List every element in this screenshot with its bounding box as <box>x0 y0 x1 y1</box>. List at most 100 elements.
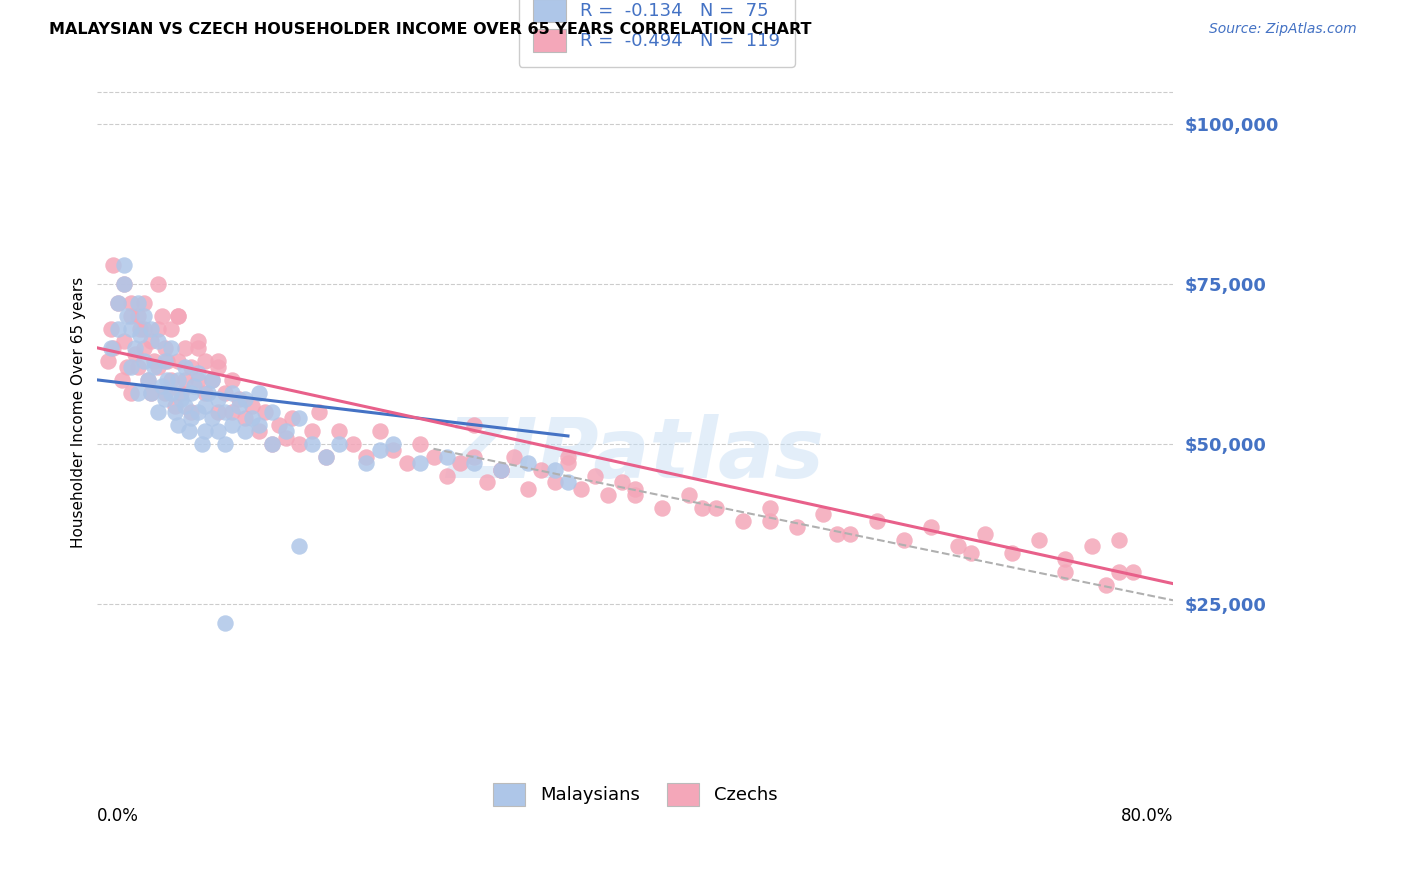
Point <box>214 405 236 419</box>
Point <box>356 456 378 470</box>
Point <box>173 360 195 375</box>
Point <box>142 360 165 375</box>
Legend: Malaysians, Czechs: Malaysians, Czechs <box>481 770 790 819</box>
Point <box>247 417 270 432</box>
Point <box>146 321 169 335</box>
Point <box>120 360 142 375</box>
Point <box>100 321 122 335</box>
Point <box>262 405 284 419</box>
Point <box>786 520 808 534</box>
Point <box>139 334 162 349</box>
Point <box>624 488 647 502</box>
Point <box>221 373 243 387</box>
Point <box>214 385 236 400</box>
Y-axis label: Householder Income Over 65 years: Householder Income Over 65 years <box>72 277 86 548</box>
Point <box>187 334 209 349</box>
Point <box>409 456 432 470</box>
Point <box>127 296 149 310</box>
Point <box>150 379 173 393</box>
Point <box>187 367 209 381</box>
Point <box>180 385 202 400</box>
Text: MALAYSIAN VS CZECH HOUSEHOLDER INCOME OVER 65 YEARS CORRELATION CHART: MALAYSIAN VS CZECH HOUSEHOLDER INCOME OV… <box>49 22 811 37</box>
Point <box>165 399 187 413</box>
Point <box>120 296 142 310</box>
Point <box>489 462 512 476</box>
Point <box>160 385 183 400</box>
Point <box>1108 565 1130 579</box>
Text: ZIPatlas: ZIPatlas <box>446 414 824 495</box>
Point <box>516 482 538 496</box>
Point <box>240 399 263 413</box>
Point <box>97 353 120 368</box>
Point <box>1054 565 1077 579</box>
Point <box>1094 578 1116 592</box>
Point <box>187 341 209 355</box>
Point <box>463 450 485 464</box>
Point <box>129 328 152 343</box>
Point <box>183 379 205 393</box>
Point <box>194 385 217 400</box>
Point <box>207 424 229 438</box>
Point <box>274 431 297 445</box>
Point <box>173 399 195 413</box>
Point <box>477 475 499 490</box>
Point <box>704 501 727 516</box>
Point <box>866 514 889 528</box>
Point <box>274 424 297 438</box>
Point <box>233 392 256 406</box>
Point <box>129 321 152 335</box>
Point <box>167 309 190 323</box>
Point <box>221 405 243 419</box>
Point <box>221 385 243 400</box>
Point <box>678 488 700 502</box>
Point <box>167 373 190 387</box>
Point <box>112 258 135 272</box>
Point <box>254 405 277 419</box>
Point <box>127 360 149 375</box>
Point <box>758 501 780 516</box>
Point <box>1028 533 1050 547</box>
Point <box>153 341 176 355</box>
Point <box>651 501 673 516</box>
Point <box>207 405 229 419</box>
Point <box>201 373 224 387</box>
Point <box>308 405 330 419</box>
Point <box>134 353 156 368</box>
Point <box>201 373 224 387</box>
Point <box>342 437 364 451</box>
Point <box>167 309 190 323</box>
Point <box>489 462 512 476</box>
Point <box>139 385 162 400</box>
Point <box>120 385 142 400</box>
Point <box>946 540 969 554</box>
Point <box>247 385 270 400</box>
Point <box>395 456 418 470</box>
Point <box>153 353 176 368</box>
Point <box>127 385 149 400</box>
Point <box>409 437 432 451</box>
Point <box>436 450 458 464</box>
Point <box>146 277 169 291</box>
Point <box>153 392 176 406</box>
Point <box>160 341 183 355</box>
Point <box>146 360 169 375</box>
Point <box>139 385 162 400</box>
Point <box>112 277 135 291</box>
Point <box>382 443 405 458</box>
Point <box>180 360 202 375</box>
Point <box>436 469 458 483</box>
Point <box>214 437 236 451</box>
Point <box>382 437 405 451</box>
Point <box>758 514 780 528</box>
Point <box>134 309 156 323</box>
Point <box>194 353 217 368</box>
Point <box>328 424 350 438</box>
Point <box>489 462 512 476</box>
Point <box>893 533 915 547</box>
Point <box>115 360 138 375</box>
Point <box>167 417 190 432</box>
Point <box>170 385 193 400</box>
Point <box>731 514 754 528</box>
Point <box>180 405 202 419</box>
Point <box>107 296 129 310</box>
